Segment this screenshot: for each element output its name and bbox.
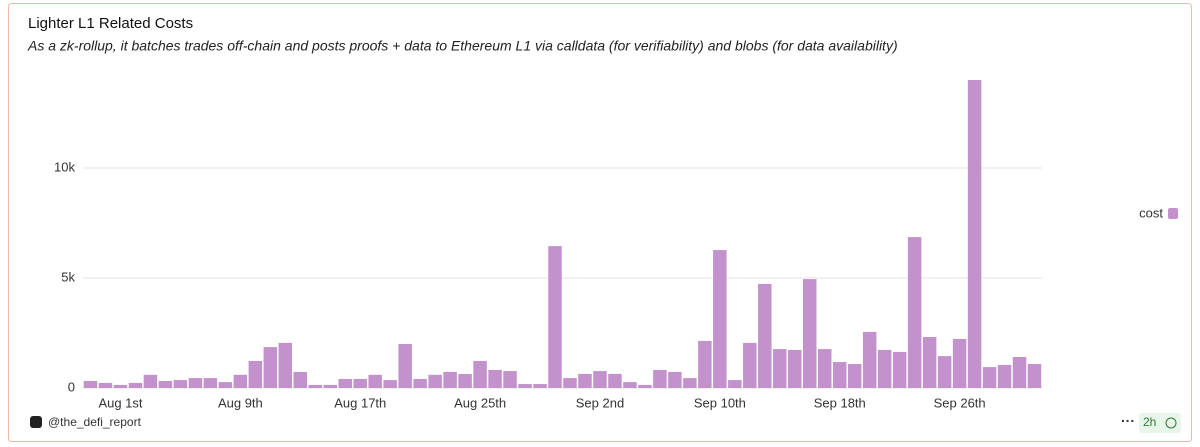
bar [802,279,817,388]
bar [458,373,472,388]
bar [398,344,412,388]
x-tick-label: Aug 17th [334,395,386,410]
chart-title: Lighter L1 Related Costs [28,15,193,32]
bar [683,378,697,388]
bar [413,378,427,388]
bar [623,382,637,388]
bar [862,331,877,388]
bar [173,380,188,388]
bar [488,369,502,388]
bar [1027,364,1042,388]
bar [728,380,742,388]
bar [758,283,772,388]
chart-subtitle: As a zk-rollup, it batches trades off-ch… [27,38,898,54]
bar [443,371,457,388]
bar [83,380,98,388]
bar [188,378,203,388]
bar [533,384,547,388]
bar [937,356,952,388]
bar [353,378,367,388]
x-tick-label: Sep 18th [814,395,866,410]
bar [743,342,757,388]
y-tick-label: 10k [54,159,75,174]
bar [518,384,532,388]
bar [698,340,712,388]
source-icon [30,416,42,428]
x-tick-label: Sep 2nd [576,395,624,410]
bar [158,380,173,388]
x-tick-label: Sep 10th [694,395,746,410]
bar [563,378,577,388]
bar [832,362,847,388]
y-tick-label: 5k [61,269,75,284]
x-tick-label: Aug 9th [218,395,263,410]
bar [338,378,352,388]
bar [503,371,517,388]
bar [218,382,233,388]
bar [293,371,308,388]
y-tick-label: 0 [68,379,75,394]
bar [263,347,278,388]
x-tick-label: Aug 25th [454,395,506,410]
bar [952,338,967,388]
legend-label: cost [1139,205,1163,220]
bar [323,384,337,388]
bar [143,374,158,388]
x-tick-label: Aug 1st [98,395,142,410]
age-icon [1165,417,1177,429]
bar [922,336,937,388]
bar [128,382,143,388]
bar [548,246,562,388]
bar [817,349,832,388]
bar [383,380,397,388]
bar [967,80,982,388]
bar [638,384,652,388]
bar [203,378,218,388]
bar [653,369,667,388]
bar [113,384,128,388]
bar [428,374,442,388]
legend-swatch [1168,208,1178,219]
bar [608,373,622,388]
bar [773,349,787,388]
bar [233,374,248,388]
bar [877,349,892,388]
bar [308,384,323,388]
bar [368,374,382,388]
bar [278,342,293,388]
bar [1012,356,1027,388]
bar [578,373,592,388]
bar [982,367,997,388]
x-tick-label: Sep 26th [934,395,986,410]
bar [788,349,802,388]
bar [907,237,922,388]
bar [892,351,907,388]
bar [997,364,1012,388]
bar [248,360,263,388]
source: @the_defi_report [48,415,142,429]
bar [713,250,727,388]
frame [8,3,1192,442]
bar [473,360,487,388]
bar [593,371,607,388]
menu-dots[interactable]: ··· [1121,413,1135,429]
age: 2h [1143,415,1156,429]
bar [668,371,682,388]
bar [847,364,862,388]
bar [98,382,113,388]
